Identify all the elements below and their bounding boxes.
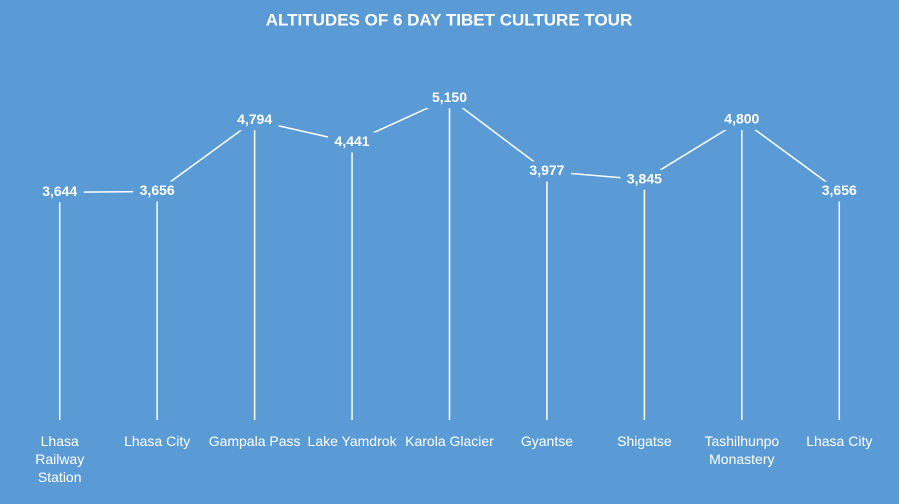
data-label: 3,977 <box>529 162 564 178</box>
chart-title: ALTITUDES OF 6 DAY TIBET CULTURE TOUR <box>266 10 632 29</box>
data-label: 5,150 <box>432 89 467 105</box>
label-bg <box>328 132 377 153</box>
x-tick-label: Gampala Pass <box>208 433 301 449</box>
data-label: 3,656 <box>822 182 857 198</box>
x-tick-label: Lhasa City <box>806 433 873 449</box>
data-label: 3,656 <box>140 182 175 198</box>
x-tick-label: Lhasa Railway Station <box>35 433 85 485</box>
x-tick-label: Shigatse <box>617 433 672 449</box>
x-tick-label: Lake Yamdrok <box>307 433 397 449</box>
label-bg <box>133 181 182 202</box>
label-bg <box>425 88 474 109</box>
x-tick-label: Karola Glacier <box>405 433 494 449</box>
label-bg <box>522 161 571 182</box>
x-tick-label: Gyantse <box>520 433 573 449</box>
label-bg <box>815 181 864 202</box>
data-label: 4,441 <box>335 133 370 149</box>
label-bg <box>230 110 279 131</box>
data-label: 4,800 <box>724 111 759 127</box>
x-tick-label: Tashilhunpo Monastery <box>704 433 780 467</box>
x-tick-label: Lhasa City <box>124 433 191 449</box>
label-bg <box>717 110 766 130</box>
data-label: 3,644 <box>42 183 77 199</box>
label-bg <box>620 169 669 190</box>
label-bg <box>35 182 84 203</box>
data-label: 3,845 <box>627 170 662 186</box>
data-label: 4,794 <box>237 111 272 127</box>
